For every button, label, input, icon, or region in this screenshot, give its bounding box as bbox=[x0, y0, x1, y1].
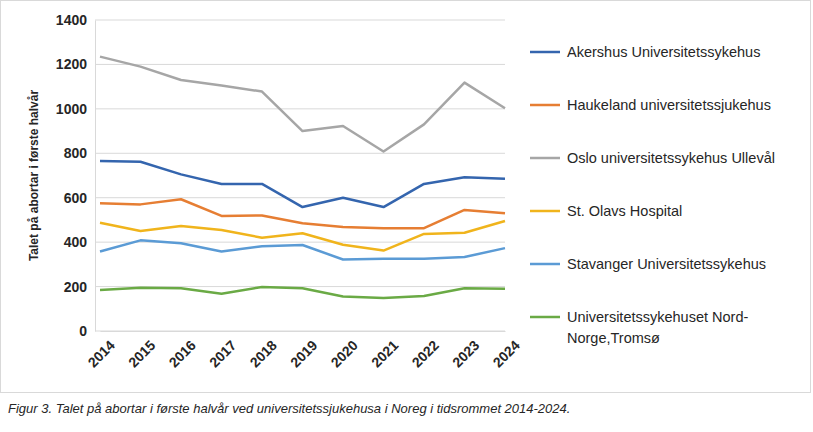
legend-label-line: Norge,Tromsø bbox=[567, 330, 660, 346]
x-tick: 2023 bbox=[449, 331, 482, 370]
x-tick: 2022 bbox=[409, 331, 442, 370]
y-tick-label: 1400 bbox=[56, 12, 87, 28]
lines bbox=[100, 57, 505, 298]
legend-label-line: Oslo universitetssykehus Ullevål bbox=[567, 150, 775, 166]
legend-label-line: Universitetssykehuset Nord- bbox=[567, 309, 748, 325]
x-tick: 2018 bbox=[247, 331, 280, 370]
legend-swatch bbox=[530, 263, 560, 266]
y-tick: 1000 bbox=[56, 101, 95, 117]
chart-frame bbox=[1, 1, 811, 393]
x-tick: 2014 bbox=[85, 331, 118, 370]
y-axis-line bbox=[95, 21, 96, 332]
x-tick-label: 2019 bbox=[287, 337, 320, 370]
x-axis-line bbox=[101, 331, 506, 332]
x-axis: 2014201520162017201820192020202120222023… bbox=[85, 331, 523, 370]
y-tick-label: 400 bbox=[64, 234, 88, 250]
series-line bbox=[100, 287, 505, 298]
x-tick-label: 2014 bbox=[85, 337, 118, 370]
legend-item: Stavanger Universitetssykehus bbox=[530, 256, 766, 272]
series-line bbox=[100, 161, 505, 207]
legend-item: St. Olavs Hospital bbox=[530, 203, 682, 219]
grid-line bbox=[95, 331, 505, 332]
legend-swatch bbox=[530, 51, 560, 54]
legend-item: Oslo universitetssykehus Ullevål bbox=[530, 150, 775, 166]
series-line bbox=[100, 57, 505, 152]
legend-swatch bbox=[530, 210, 560, 213]
legend-item: Universitetssykehuset Nord- Norge,Tromsø bbox=[530, 309, 748, 346]
x-tick-label: 2015 bbox=[125, 337, 158, 370]
y-tick-label: 1000 bbox=[56, 101, 87, 117]
y-axis-title: Talet på abortar i første halvår bbox=[27, 90, 41, 261]
caption: Figur 3. Talet på abortar i første halvå… bbox=[8, 401, 570, 416]
legend-item: Haukeland universitetssjukehus bbox=[530, 97, 771, 113]
legend-label: Haukeland universitetssjukehus bbox=[567, 97, 771, 113]
series-line bbox=[100, 199, 505, 228]
x-tick: 2020 bbox=[328, 331, 361, 370]
x-tick-label: 2021 bbox=[368, 337, 401, 370]
legend-label: Universitetssykehuset Nord- Norge,Tromsø bbox=[567, 309, 748, 346]
x-tick-label: 2017 bbox=[206, 337, 239, 370]
x-tick-label: 2018 bbox=[247, 337, 280, 370]
x-tick: 2019 bbox=[287, 331, 320, 370]
series-line bbox=[100, 240, 505, 259]
x-tick: 2017 bbox=[206, 331, 239, 370]
x-tick-label: 2016 bbox=[166, 337, 199, 370]
grid-line bbox=[95, 64, 505, 65]
legend-swatch bbox=[530, 157, 560, 160]
y-tick: 400 bbox=[64, 234, 95, 250]
legend-label-line: Haukeland universitetssjukehus bbox=[567, 97, 771, 113]
x-tick-label: 2020 bbox=[328, 337, 361, 370]
y-tick-label: 0 bbox=[79, 323, 87, 339]
y-tick-label: 1200 bbox=[56, 56, 87, 72]
legend-label: St. Olavs Hospital bbox=[567, 203, 682, 219]
grid-line bbox=[95, 108, 505, 109]
y-tick: 600 bbox=[64, 190, 95, 206]
y-tick: 0 bbox=[79, 323, 95, 339]
legend-swatch bbox=[530, 104, 560, 107]
legend-label-line: St. Olavs Hospital bbox=[567, 203, 682, 219]
x-tick-label: 2024 bbox=[490, 337, 523, 370]
y-tick-label: 200 bbox=[64, 279, 88, 295]
grid bbox=[95, 20, 505, 331]
grid-line bbox=[95, 153, 505, 154]
x-tick-label: 2022 bbox=[409, 337, 442, 370]
legend-item: Akershus Universitetssykehus bbox=[530, 44, 760, 60]
y-tick-label: 600 bbox=[64, 190, 88, 206]
x-tick: 2016 bbox=[166, 331, 199, 370]
legend-label: Oslo universitetssykehus Ullevål bbox=[567, 150, 775, 166]
grid-line bbox=[95, 20, 505, 21]
y-axis: 0 200 400 600 800 1000 1200 1400 bbox=[56, 12, 96, 339]
x-tick: 2015 bbox=[125, 331, 158, 370]
grid-line bbox=[95, 197, 505, 198]
x-tick: 2021 bbox=[368, 331, 401, 370]
legend-label-line: Stavanger Universitetssykehus bbox=[567, 256, 766, 272]
y-tick-label: 800 bbox=[64, 145, 88, 161]
y-tick: 1200 bbox=[56, 56, 95, 72]
legend-label: Stavanger Universitetssykehus bbox=[567, 256, 766, 272]
legend-label-line: Akershus Universitetssykehus bbox=[567, 44, 760, 60]
legend-label: Akershus Universitetssykehus bbox=[567, 44, 760, 60]
y-tick: 1400 bbox=[56, 12, 95, 28]
y-tick: 800 bbox=[64, 145, 95, 161]
x-tick: 2024 bbox=[490, 331, 523, 370]
legend-swatch bbox=[530, 316, 560, 319]
chart: 0200400600800100012001400201420152016201… bbox=[0, 0, 813, 432]
x-tick-label: 2023 bbox=[449, 337, 482, 370]
legend: Akershus Universitetssykehus Haukeland un… bbox=[530, 44, 775, 346]
y-tick: 200 bbox=[64, 279, 95, 295]
